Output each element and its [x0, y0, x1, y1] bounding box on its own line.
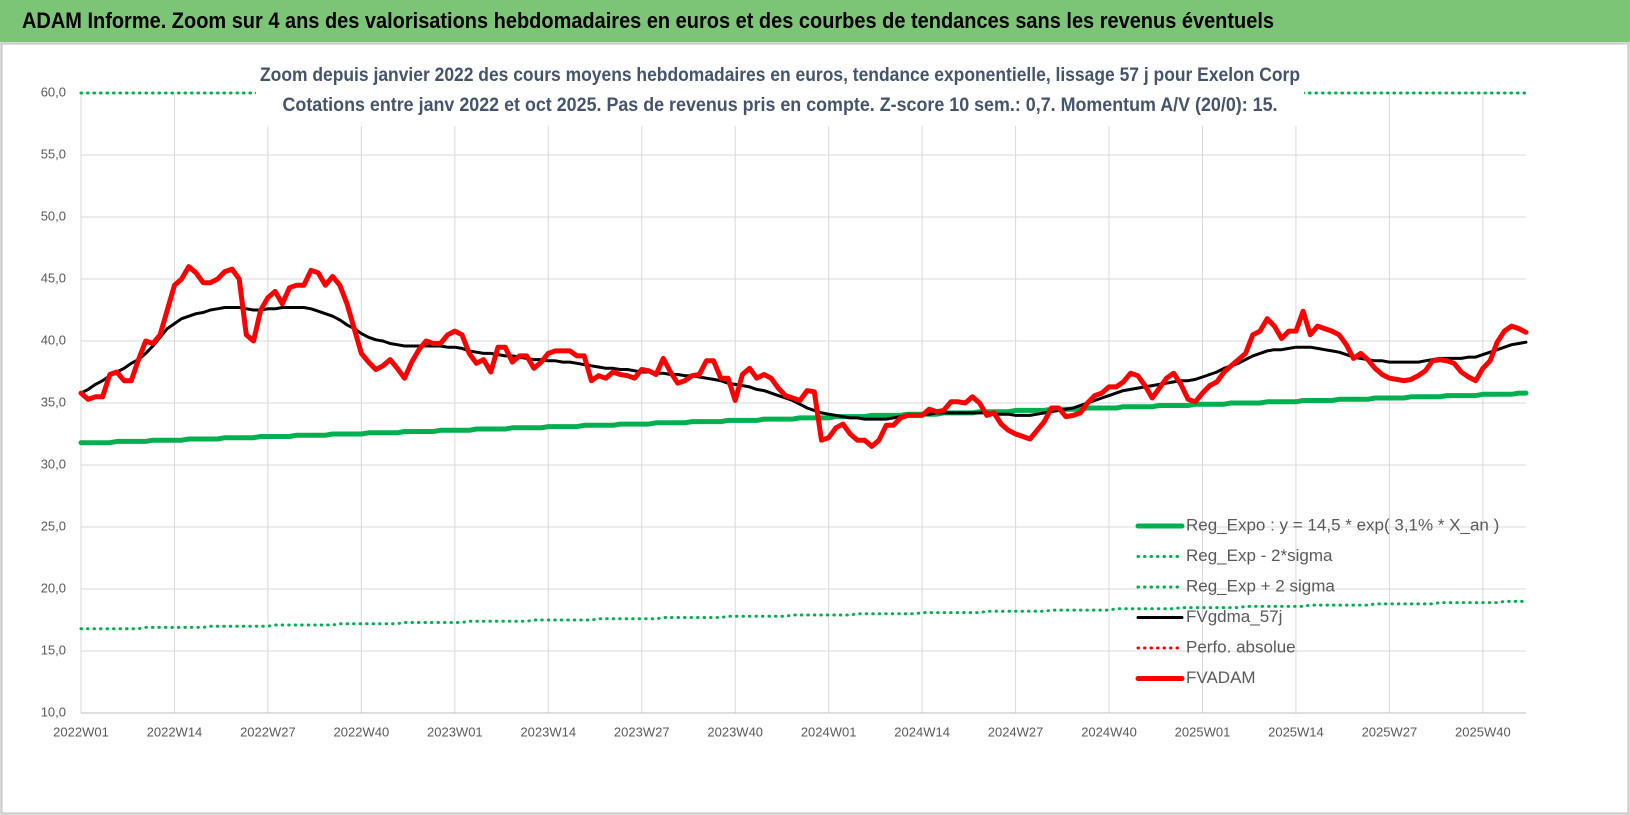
legend-label: FVADAM [1186, 668, 1256, 687]
x-tick-label: 2025W27 [1362, 724, 1418, 739]
x-tick-label: 2022W14 [147, 724, 203, 739]
x-tick-label: 2023W01 [427, 724, 483, 739]
x-tick-label: 2025W14 [1268, 724, 1324, 739]
x-tick-label: 2022W27 [240, 724, 296, 739]
y-tick-label: 25,0 [41, 518, 66, 533]
x-tick-label: 2024W14 [894, 724, 950, 739]
legend: Reg_Expo : y = 14,5 * exp( 3,1% * X_an )… [1135, 515, 1499, 687]
y-tick-label: 45,0 [41, 270, 66, 285]
x-tick-label: 2022W01 [53, 724, 109, 739]
y-tick-label: 60,0 [41, 84, 66, 99]
x-tick-label: 2025W40 [1455, 724, 1511, 739]
x-tick-label: 2022W40 [334, 724, 390, 739]
legend-label: Perfo. absolue [1186, 637, 1296, 656]
subtitle: Cotations entre janv 2022 et oct 2025. P… [283, 95, 1278, 116]
y-tick-label: 50,0 [41, 208, 66, 223]
x-tick-label: 2024W01 [801, 724, 857, 739]
subtitle-box [256, 60, 1304, 126]
title-bar [0, 0, 1630, 42]
plot: 10,0 15,0 20,0 25,0 30,0 35,0 40,0 45,0 50,0 55,0… [41, 84, 1529, 739]
x-tick-label: 2024W40 [1081, 724, 1137, 739]
legend-label: Reg_Exp - 2*sigma [1186, 546, 1333, 565]
chart-title: ADAM Informe. Zoom sur 4 ans des valoris… [22, 8, 1274, 33]
y-tick-label: 20,0 [41, 580, 66, 595]
y-tick-label: 55,0 [41, 146, 66, 161]
legend-label: Reg_Expo : y = 14,5 * exp( 3,1% * X_an ) [1186, 515, 1499, 534]
series-line [79, 306, 1528, 421]
subtitle: Zoom depuis janvier 2022 des cours moyen… [260, 65, 1300, 86]
x-tick-label: 2023W27 [614, 724, 670, 739]
y-tick-label: 10,0 [41, 704, 66, 719]
series-line [78, 264, 1529, 449]
y-tick-label: 35,0 [41, 394, 66, 409]
legend-label: Reg_Exp + 2 sigma [1186, 576, 1335, 595]
y-tick-label: 30,0 [41, 456, 66, 471]
chart-area [1, 43, 1629, 814]
y-tick-label: 40,0 [41, 332, 66, 347]
x-tick-label: 2025W01 [1175, 724, 1231, 739]
series-line [79, 599, 1528, 631]
legend-label: FVgdma_57j [1186, 607, 1282, 626]
x-tick-label: 2023W14 [520, 724, 576, 739]
x-tick-label: 2023W40 [707, 724, 763, 739]
series-line [78, 390, 1529, 446]
x-tick-label: 2024W27 [988, 724, 1044, 739]
y-tick-label: 15,0 [41, 642, 66, 657]
